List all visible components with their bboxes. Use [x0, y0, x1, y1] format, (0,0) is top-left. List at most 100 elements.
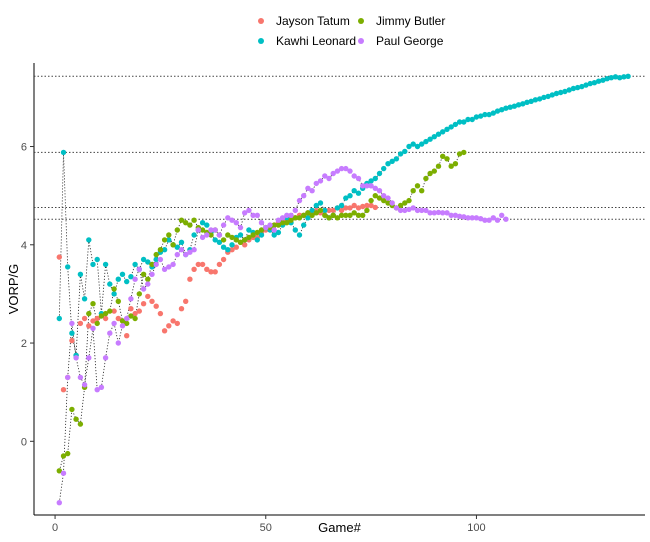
data-point — [423, 207, 429, 214]
data-point — [199, 220, 206, 226]
data-point — [149, 271, 155, 277]
data-point — [381, 193, 387, 199]
data-point — [140, 301, 147, 307]
data-point — [90, 325, 96, 331]
data-point — [246, 207, 252, 214]
data-point — [199, 261, 206, 268]
data-point — [60, 470, 67, 476]
data-point — [621, 74, 627, 80]
data-point — [381, 197, 387, 204]
data-point — [296, 215, 303, 221]
data-point — [301, 212, 307, 218]
data-point — [343, 212, 349, 218]
data-point — [381, 165, 387, 172]
data-point — [364, 202, 370, 209]
series-points — [56, 165, 509, 506]
data-point — [153, 251, 159, 258]
data-point — [246, 227, 252, 233]
data-point — [301, 222, 307, 228]
data-point — [220, 237, 227, 243]
data-point — [220, 222, 227, 228]
data-point — [128, 274, 134, 280]
data-point — [347, 212, 353, 218]
data-point — [351, 173, 357, 179]
data-point — [69, 320, 75, 327]
data-point — [178, 217, 185, 223]
data-point — [448, 163, 454, 169]
data-point — [296, 232, 303, 238]
data-point — [566, 87, 572, 93]
data-point — [90, 318, 96, 324]
data-point — [385, 200, 391, 206]
data-point — [351, 188, 357, 194]
data-point — [402, 207, 408, 214]
data-point — [490, 215, 496, 221]
data-point — [368, 178, 374, 184]
data-point — [414, 143, 421, 150]
data-point — [284, 212, 290, 218]
data-point — [355, 205, 362, 211]
data-point — [355, 212, 362, 218]
data-point — [376, 195, 383, 201]
data-point — [199, 227, 206, 233]
data-point — [469, 116, 475, 123]
data-point — [347, 168, 353, 174]
data-point — [360, 212, 366, 218]
data-point — [617, 75, 623, 81]
data-point — [229, 242, 235, 248]
data-point — [208, 269, 214, 275]
data-point — [69, 406, 75, 413]
data-point — [220, 256, 227, 263]
data-point — [330, 207, 336, 214]
data-point — [81, 382, 88, 388]
data-point — [288, 217, 294, 223]
data-point — [389, 158, 395, 164]
data-point — [187, 222, 193, 228]
data-point — [499, 212, 505, 218]
data-point — [81, 296, 88, 302]
data-point — [220, 244, 227, 250]
data-point — [317, 207, 324, 214]
data-point — [153, 261, 159, 268]
data-point — [292, 227, 298, 233]
data-point — [558, 89, 564, 96]
data-point — [343, 205, 349, 211]
data-point — [254, 237, 260, 243]
data-point — [355, 175, 362, 182]
data-point — [212, 237, 218, 243]
data-point — [591, 80, 598, 86]
legend-label: Paul George — [376, 34, 444, 48]
data-point — [60, 387, 67, 393]
data-point — [376, 188, 383, 194]
data-point — [490, 110, 496, 116]
data-point — [435, 209, 442, 216]
data-point — [372, 204, 378, 211]
data-point — [132, 310, 138, 317]
data-point — [60, 149, 67, 156]
data-point — [195, 261, 201, 268]
data-point — [263, 224, 269, 231]
data-point — [56, 468, 62, 474]
data-point — [537, 96, 543, 102]
data-point — [216, 261, 223, 268]
data-point — [275, 222, 282, 228]
data-point — [338, 165, 345, 172]
data-point — [456, 151, 463, 157]
x-tick-label: 100 — [467, 522, 485, 534]
data-point — [136, 308, 142, 314]
data-point — [296, 197, 303, 204]
data-point — [511, 103, 518, 109]
data-point — [107, 281, 113, 287]
data-point — [507, 104, 513, 110]
legend-label: Jayson Tatum — [276, 14, 350, 28]
data-point — [431, 134, 437, 140]
data-point — [402, 148, 408, 155]
data-point — [292, 215, 298, 221]
legend-item-jayson-tatum: Jayson Tatum — [258, 14, 350, 28]
data-point — [94, 315, 100, 322]
data-point — [393, 205, 400, 211]
legend-item-jimmy-butler: Jimmy Butler — [358, 14, 445, 28]
data-point — [406, 143, 412, 150]
series-points — [56, 149, 467, 474]
